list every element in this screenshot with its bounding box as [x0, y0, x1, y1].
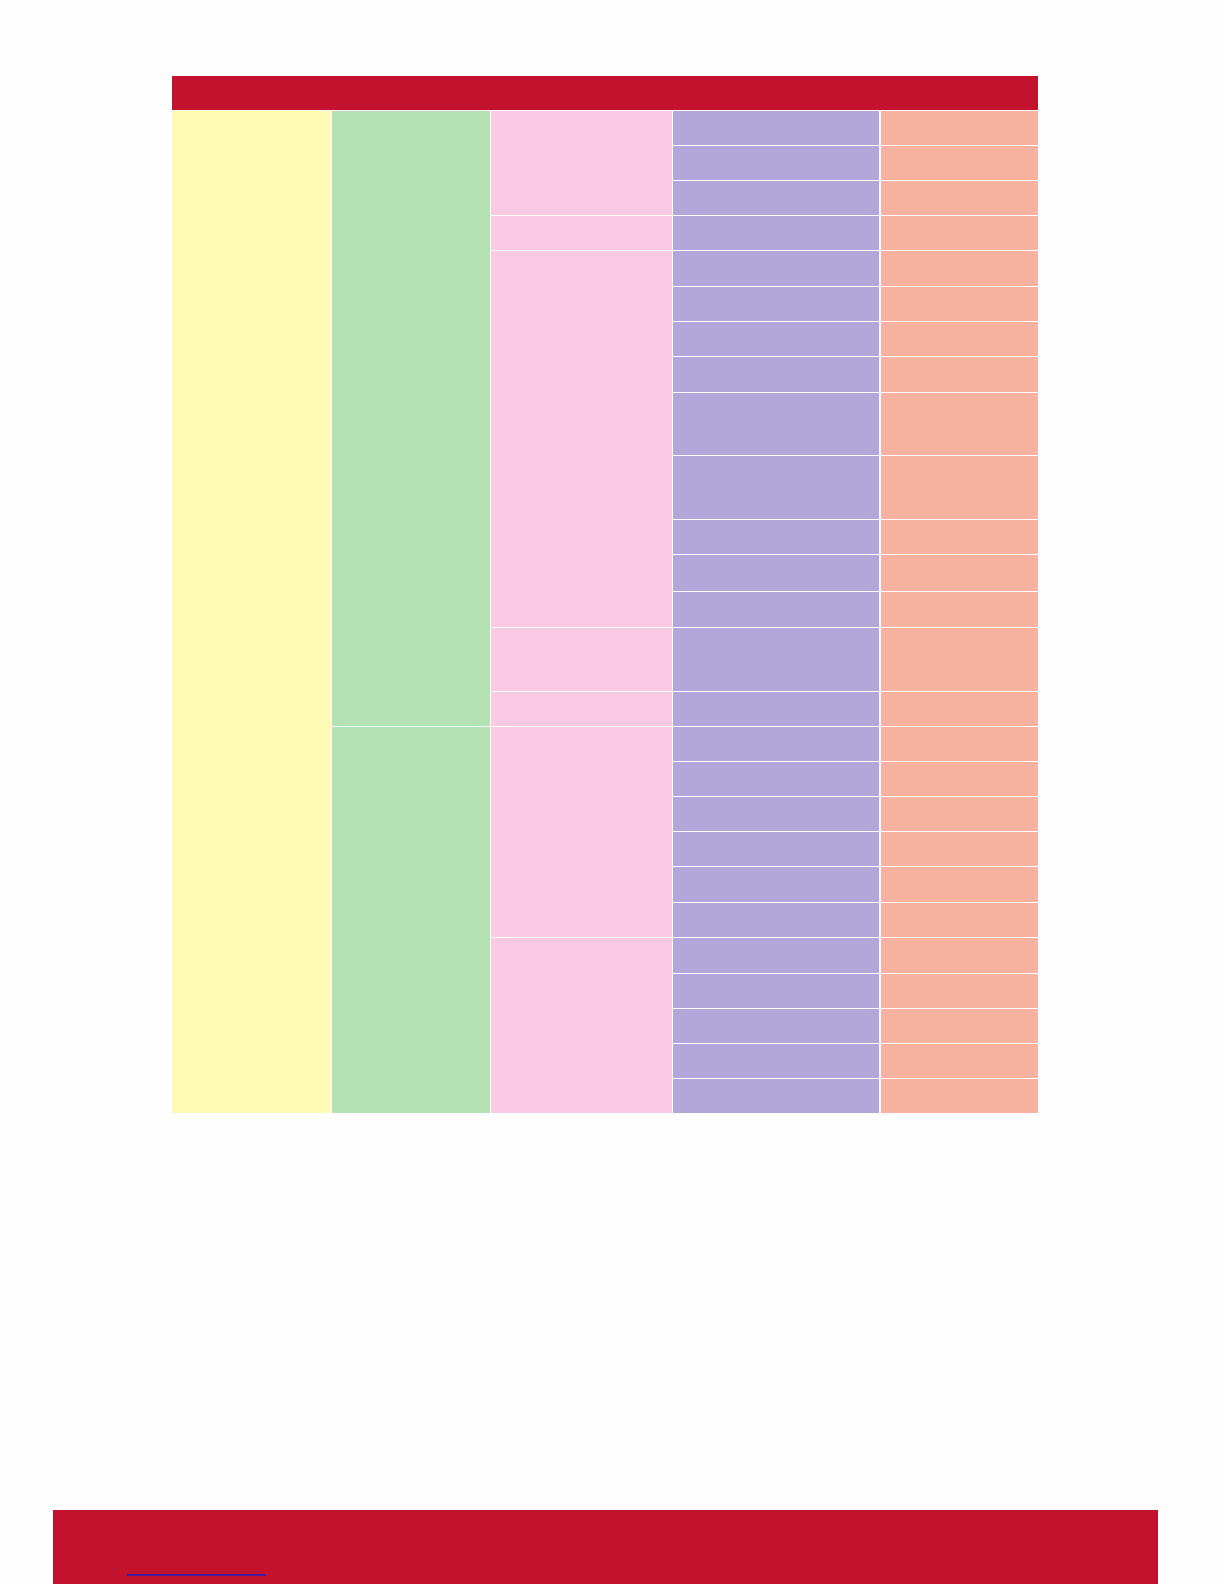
table-cell-level-4: [673, 592, 879, 627]
table-cell-level-5: [881, 628, 1038, 691]
table-cell-level-4: [673, 1044, 879, 1078]
table-cell-level-3: [491, 938, 672, 1113]
table-cell-level-4: [673, 938, 879, 973]
table-cell-level-5: [881, 146, 1038, 180]
table-cell-level-5: [881, 974, 1038, 1008]
table-cell-level-4: [673, 797, 879, 831]
table-cell-level-3: [491, 111, 672, 215]
table-cell-level-5: [881, 181, 1038, 215]
table-cell-level-3: [491, 216, 672, 250]
table-cell-level-3: [491, 727, 672, 937]
table-cell-level-4: [673, 251, 879, 286]
table-cell-level-4: [673, 1079, 879, 1113]
table-cell-level-5: [881, 797, 1038, 831]
table-cell-level-4: [673, 322, 879, 356]
table-cell-level-4: [673, 762, 879, 796]
table-cell-level-5: [881, 1079, 1038, 1113]
table-cell-level-4: [673, 727, 879, 761]
table-cell-level-4: [673, 555, 879, 591]
table-cell-level-5: [881, 1044, 1038, 1078]
table-cell-level-5: [881, 322, 1038, 356]
table-cell-level-5: [881, 762, 1038, 796]
table-cell-level-5: [881, 938, 1038, 973]
table-header-bar: [172, 76, 1038, 110]
table-cell-level-5: [881, 555, 1038, 591]
table-cell-level-4: [673, 867, 879, 902]
table-cell-level-1: [172, 111, 331, 1113]
table-cell-level-5: [881, 357, 1038, 392]
table-cell-level-5: [881, 216, 1038, 250]
footer-link[interactable]: [127, 1574, 266, 1576]
table-cell-level-4: [673, 974, 879, 1008]
table-cell-level-3: [491, 251, 672, 627]
table-cell-level-5: [881, 903, 1038, 937]
table-cell-level-4: [673, 146, 879, 180]
table-cell-level-5: [881, 393, 1038, 455]
table-cell-level-3: [491, 692, 672, 726]
table-cell-level-4: [673, 520, 879, 554]
table-cell-level-4: [673, 181, 879, 215]
table-cell-level-5: [881, 1009, 1038, 1043]
table-cell-level-4: [673, 903, 879, 937]
table-cell-level-4: [673, 692, 879, 726]
table-cell-level-5: [881, 251, 1038, 286]
table-cell-level-4: [673, 832, 879, 866]
table-cell-level-4: [673, 287, 879, 321]
table-cell-level-4: [673, 628, 879, 691]
table-cell-level-4: [673, 357, 879, 392]
table-cell-level-2: [332, 727, 490, 1113]
footer-bar: [53, 1510, 1158, 1584]
table-cell-level-5: [881, 287, 1038, 321]
table-cell-level-4: [673, 216, 879, 250]
table-cell-level-5: [881, 520, 1038, 554]
table-cell-level-3: [491, 628, 672, 691]
table-cell-level-5: [881, 727, 1038, 761]
table-cell-level-2: [332, 111, 490, 726]
table-cell-level-5: [881, 456, 1038, 519]
table-cell-level-4: [673, 456, 879, 519]
table-cell-level-5: [881, 832, 1038, 866]
table-cell-level-4: [673, 111, 879, 145]
table-cell-level-5: [881, 592, 1038, 627]
table-cell-level-4: [673, 393, 879, 455]
table-cell-level-5: [881, 111, 1038, 145]
table-cell-level-5: [881, 867, 1038, 902]
table-cell-level-5: [881, 692, 1038, 726]
table-cell-level-4: [673, 1009, 879, 1043]
